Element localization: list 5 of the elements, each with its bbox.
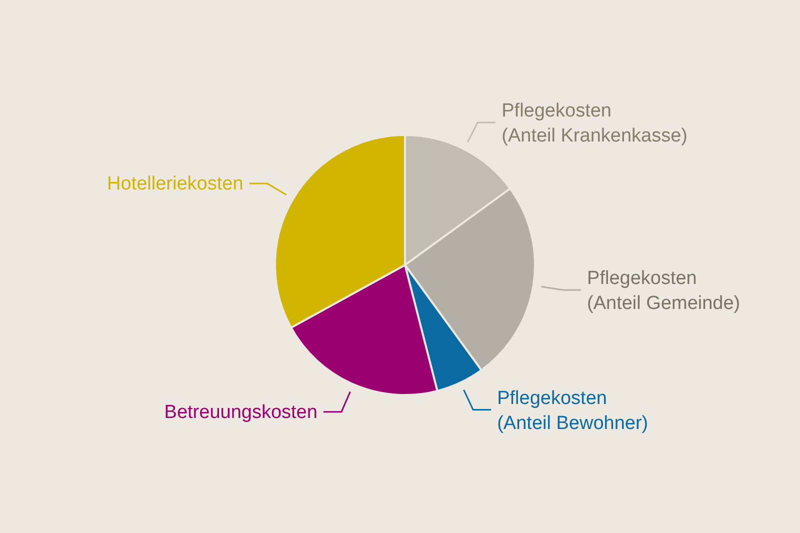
slice-label: Pflegekosten (Anteil Bewohner)	[497, 388, 648, 434]
slice-label: Hotelleriekosten	[107, 174, 244, 195]
slice-label: Pflegekosten (Anteil Gemeinde)	[587, 268, 740, 314]
slice-label: Betreuungskosten	[164, 402, 318, 423]
slice-label: Pflegekosten (Anteil Krankenkasse)	[502, 100, 688, 146]
